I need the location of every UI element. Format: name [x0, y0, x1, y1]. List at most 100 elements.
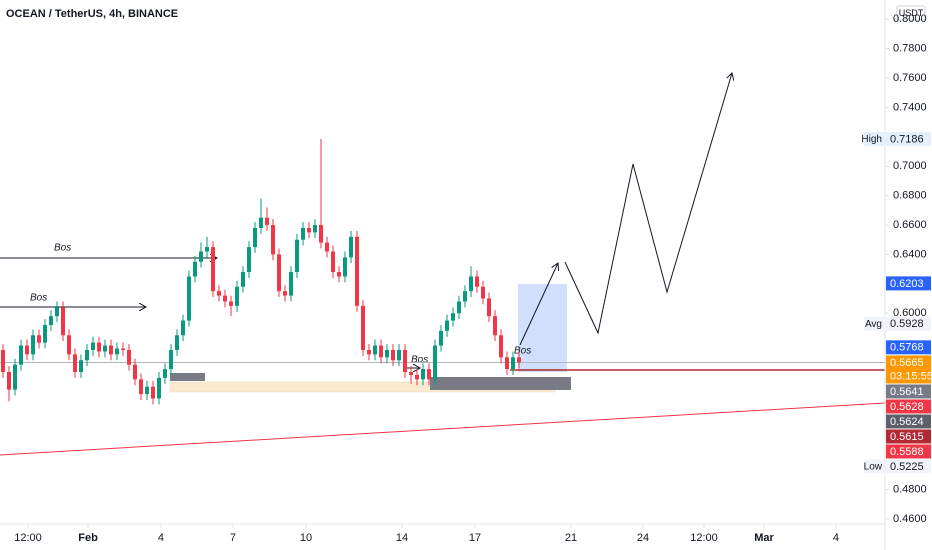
x-tick-label: 4 — [833, 532, 839, 544]
candle-body — [37, 335, 41, 343]
price-badge — [886, 340, 931, 355]
candle-body — [79, 360, 83, 373]
zone-gray — [170, 373, 205, 381]
x-tick-label: Feb — [78, 532, 98, 544]
candle-body — [67, 335, 71, 355]
candle-body — [13, 364, 17, 390]
zone-gray — [430, 377, 571, 390]
candle-body — [157, 377, 161, 399]
target-box — [518, 284, 567, 372]
candle-body — [181, 320, 185, 336]
candle-body — [469, 276, 473, 292]
candle-body — [307, 227, 311, 233]
currency: USDT — [899, 8, 924, 18]
candle-body — [139, 379, 143, 395]
candle-body — [103, 345, 107, 352]
annotation: Bos — [411, 355, 428, 366]
candle-body — [391, 349, 395, 361]
candle-body — [313, 225, 317, 233]
y-tick-label: 0.7000 — [893, 160, 927, 172]
y-tick-label: 0.7600 — [893, 72, 927, 84]
candle-body — [19, 345, 23, 365]
price-badge-name-bg — [864, 131, 885, 146]
price-badge-value: 0.5928 — [890, 318, 924, 330]
candle-body — [187, 276, 191, 321]
price-badge-name: Avg — [865, 319, 882, 330]
price-badge — [886, 414, 931, 429]
y-tick-label: 0.6400 — [893, 248, 927, 260]
candle-body — [193, 261, 197, 277]
candle-body — [253, 227, 257, 248]
countdown: 03:15:55 — [890, 370, 932, 382]
price-badge — [886, 444, 931, 459]
x-tick-label: 14 — [396, 532, 408, 544]
candle-body — [169, 349, 173, 370]
y-tick-label: 0.4600 — [893, 513, 927, 525]
candle-body — [199, 251, 203, 262]
price-badge-value: 0.5665 — [890, 357, 924, 369]
price-badge — [886, 459, 931, 474]
candle-body — [283, 291, 287, 296]
annotation: Bos — [30, 293, 47, 304]
candle-body — [367, 349, 371, 355]
candle-body — [427, 369, 431, 380]
candle-body — [85, 349, 89, 361]
candle-body — [295, 239, 299, 273]
candle-body — [361, 305, 365, 350]
candle-body — [301, 227, 305, 240]
price-badge-value: 0.5225 — [890, 461, 924, 473]
candle-body — [25, 345, 29, 355]
y-tick-label: 0.8000 — [893, 13, 927, 25]
price-badge-name: Low — [864, 462, 883, 473]
candle-body — [271, 225, 275, 255]
projection — [564, 73, 732, 335]
candle-body — [97, 342, 101, 352]
candle-body — [349, 236, 353, 258]
candle-body — [223, 295, 227, 302]
candle-body — [241, 272, 245, 287]
candle-body — [217, 291, 221, 296]
x-tick-label: 12:00 — [690, 532, 718, 544]
candle-body — [505, 357, 509, 370]
candle-body — [331, 251, 335, 273]
price-badge — [886, 399, 931, 414]
candle-body — [403, 349, 407, 373]
candle-body — [289, 272, 293, 296]
candle-body — [73, 354, 77, 373]
candle-body — [49, 316, 53, 325]
candle-body — [175, 335, 179, 350]
x-tick-label: 4 — [158, 532, 164, 544]
price-badge — [886, 384, 931, 399]
candle-body — [7, 372, 11, 390]
candle-body — [319, 225, 323, 243]
candle-body — [91, 342, 95, 350]
candle-body — [265, 217, 269, 226]
y-tick-label: 0.6600 — [893, 219, 927, 231]
candle-body — [475, 276, 479, 287]
candle-body — [1, 349, 5, 373]
annotation: Bos — [54, 243, 71, 254]
candle-body — [463, 291, 467, 302]
candle-body — [31, 335, 35, 355]
x-tick-label: 24 — [637, 532, 649, 544]
price-badge — [886, 316, 931, 331]
candle-body — [205, 247, 209, 252]
chart-title: OCEAN / TetherUS, 4h, BINANCE — [6, 8, 178, 20]
candle-body — [43, 324, 47, 343]
price-badge-name-bg — [864, 316, 885, 331]
price-badge-value: 0.5628 — [890, 401, 924, 413]
candle-body — [517, 357, 521, 363]
price-badge — [886, 355, 931, 384]
price-badge — [886, 276, 931, 291]
price-badge — [886, 429, 931, 444]
annotation: Bos — [514, 346, 531, 357]
candle-body — [397, 349, 401, 361]
price-badge-value: 0.7186 — [890, 133, 924, 145]
candle-body — [481, 286, 485, 299]
candle-body — [109, 345, 113, 355]
candle-body — [61, 307, 65, 336]
candle-body — [127, 349, 131, 365]
drawings: Bos Bos Bos Bos — [0, 73, 886, 456]
x-tick-label: 10 — [300, 532, 312, 544]
